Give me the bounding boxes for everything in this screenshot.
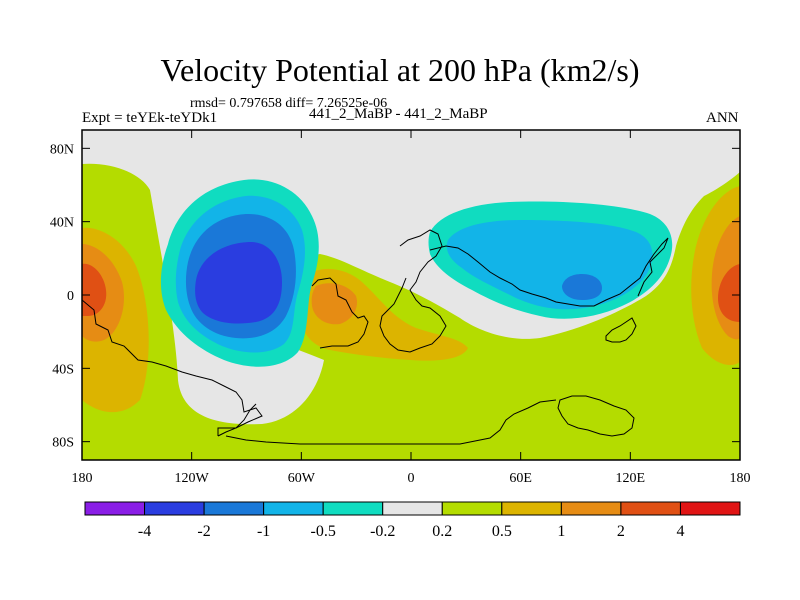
case-label: 441_2_MaBP - 441_2_MaBP xyxy=(309,106,488,122)
coastline-antarctica xyxy=(225,399,557,445)
x-tick-label-2: 60W xyxy=(288,471,316,486)
colorbar-swatch-10 xyxy=(679,501,741,516)
x-tick-label-1: 120W xyxy=(175,471,210,486)
coastline-americas-west xyxy=(82,299,263,436)
contour-band-neutral-west-wedge xyxy=(150,190,324,425)
coastline-africa xyxy=(379,229,447,353)
y-tick-label-4: 80S xyxy=(52,436,74,451)
y-tick-label-0: 80N xyxy=(50,142,74,157)
coastline-antarctic-peninsula xyxy=(217,403,257,437)
colorbar-swatch-3 xyxy=(263,501,324,516)
y-tick-label-3: 40S xyxy=(52,362,74,377)
contour-band-neg4-neg2-pacific xyxy=(195,242,282,324)
coastlines xyxy=(82,229,669,445)
colorbar-label-2: -1 xyxy=(257,523,270,540)
x-tick-label-4: 60E xyxy=(509,471,532,486)
y-tick-label-1: 40N xyxy=(50,216,74,231)
x-tick-label-0: 180 xyxy=(72,471,93,486)
colorbar-swatch-4 xyxy=(322,501,384,516)
coastline-maritime-continent xyxy=(605,317,637,343)
colorbar: -4 -2 -1 -0.5 -0.2 0.2 0.5 1 2 4 xyxy=(84,501,741,540)
colorbar-swatch-7 xyxy=(501,501,562,516)
contour-band-1-2-atlantic xyxy=(311,283,358,325)
colorbar-swatch-1 xyxy=(144,501,205,516)
colorbar-label-7: 1 xyxy=(557,523,565,540)
x-tick-label-5: 120E xyxy=(616,471,646,486)
y-axis: 80N 40N 0 40S 80S xyxy=(50,142,740,451)
colorbar-swatch-2 xyxy=(203,501,265,516)
stats-label: rmsd= 0.797658 diff= 7.26525e-06 xyxy=(190,96,388,111)
contour-band-2-4-east xyxy=(718,264,740,322)
colorbar-label-6: 0.5 xyxy=(492,523,512,540)
contour-band-neg2-neg1-indian xyxy=(562,274,602,300)
colorbar-label-5: 0.2 xyxy=(432,523,452,540)
experiment-label: Expt = teYEk-teYDk1 xyxy=(82,110,218,126)
colorbar-label-1: -2 xyxy=(197,523,210,540)
x-axis: 180 120W 60W 0 60E 120E 180 xyxy=(72,130,751,486)
colorbar-swatch-6 xyxy=(441,501,503,516)
chart-title: Velocity Potential at 200 hPa (km2/s) xyxy=(160,52,640,88)
colorbar-label-8: 2 xyxy=(617,523,625,540)
season-label: ANN xyxy=(706,110,739,126)
colorbar-swatch-9 xyxy=(620,501,681,516)
contour-band-2-4-west xyxy=(82,263,107,316)
coastline-australia xyxy=(557,395,635,437)
colorbar-label-9: 4 xyxy=(676,523,684,540)
colorbar-swatch-8 xyxy=(560,501,622,516)
x-tick-label-6: 180 xyxy=(730,471,751,486)
colorbar-swatch-0 xyxy=(84,501,146,516)
coastline-eurasia xyxy=(429,237,669,307)
x-tick-label-3: 0 xyxy=(408,471,415,486)
colorbar-label-3: -0.5 xyxy=(311,523,336,540)
coastline-south-america-east xyxy=(311,277,369,349)
colorbar-swatch-5 xyxy=(382,501,443,516)
y-tick-label-2: 0 xyxy=(67,289,74,304)
colorbar-label-0: -4 xyxy=(138,523,151,540)
colorbar-label-4: -0.2 xyxy=(370,523,395,540)
